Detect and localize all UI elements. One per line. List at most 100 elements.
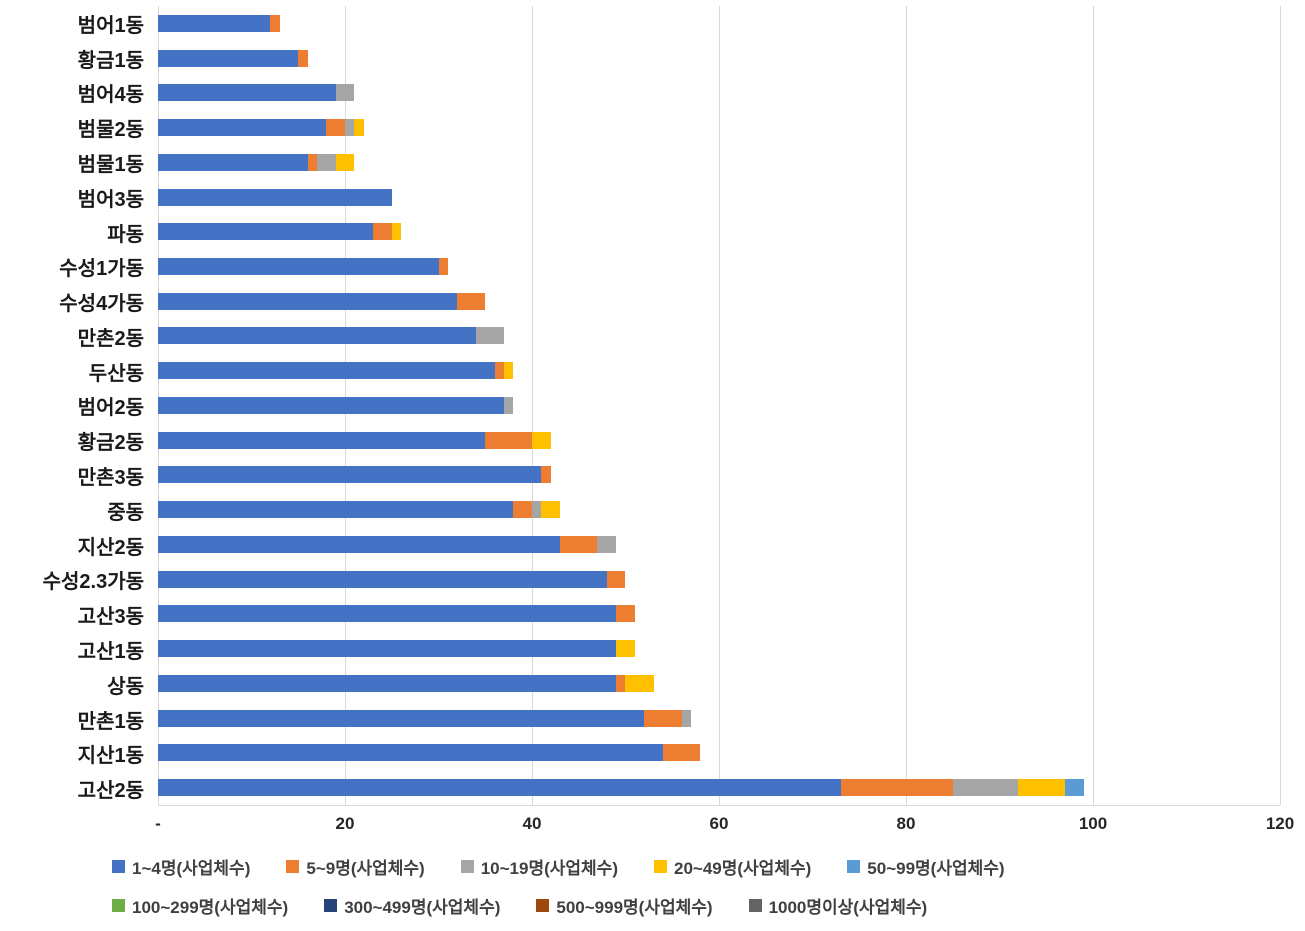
bar-segment[interactable]	[438, 258, 448, 275]
bar-segment[interactable]	[616, 605, 635, 623]
bar-segment[interactable]	[354, 119, 364, 137]
bar-segment[interactable]	[158, 188, 392, 206]
bar-segment[interactable]	[625, 674, 654, 692]
bar-segment[interactable]	[335, 84, 355, 102]
bar-row	[158, 701, 1280, 736]
bar-segment[interactable]	[616, 640, 635, 658]
bar-segment[interactable]	[373, 223, 392, 241]
bar-segment[interactable]	[1018, 779, 1065, 797]
bar-row	[158, 596, 1280, 631]
bar-segment[interactable]	[1064, 779, 1084, 797]
legend-marker-icon	[748, 899, 762, 912]
bar-segment[interactable]	[158, 223, 374, 241]
bar-segment[interactable]	[158, 570, 607, 588]
bar-segment[interactable]	[335, 153, 355, 171]
bar-row	[158, 214, 1280, 249]
bar-segment[interactable]	[158, 466, 542, 484]
bar-segment[interactable]	[158, 709, 645, 727]
bar-segment[interactable]	[158, 674, 617, 692]
bar-segment[interactable]	[644, 709, 682, 727]
bar-segment[interactable]	[485, 431, 532, 449]
bar-segment[interactable]	[457, 292, 486, 310]
legend-marker-icon	[286, 860, 300, 873]
stacked-bar	[158, 153, 1280, 171]
bar-segment[interactable]	[158, 396, 504, 414]
bar-segment[interactable]	[158, 14, 271, 32]
bar-segment[interactable]	[158, 640, 617, 658]
bar-segment[interactable]	[158, 362, 495, 380]
legend-item[interactable]: 1000명이상(사업체수)	[748, 893, 927, 918]
category-label: 상동	[107, 675, 144, 698]
x-tick-label: 80	[896, 814, 916, 833]
bar-segment[interactable]	[158, 501, 514, 519]
bar-segment[interactable]	[531, 501, 542, 519]
bar-segment[interactable]	[606, 570, 626, 588]
bar-segment[interactable]	[532, 431, 551, 449]
bar-segment[interactable]	[503, 362, 514, 380]
bar-segment[interactable]	[158, 744, 663, 762]
stacked-bar	[158, 396, 1280, 414]
legend-item[interactable]: 10~19명(사업체수)	[460, 854, 618, 879]
legend-item[interactable]: 5~9명(사업체수)	[286, 854, 425, 879]
legend-marker-icon	[460, 860, 474, 873]
x-tick-label: 100	[1078, 814, 1108, 833]
legend-item[interactable]: 500~999명(사업체수)	[536, 893, 713, 918]
bar-segment[interactable]	[316, 153, 336, 171]
stacked-bar	[158, 501, 1280, 519]
stacked-bar	[158, 779, 1280, 797]
bar-segment[interactable]	[541, 466, 551, 484]
bar-segment[interactable]	[158, 605, 617, 623]
bar-row	[158, 527, 1280, 562]
bar-segment[interactable]	[391, 223, 402, 241]
category-label: 황금2동	[77, 432, 144, 455]
bar-row	[158, 41, 1280, 76]
bar-segment[interactable]	[307, 153, 317, 171]
bar-segment[interactable]	[326, 119, 345, 137]
legend-item[interactable]: 1~4명(사업체수)	[112, 854, 250, 879]
stacked-bar	[158, 674, 1280, 692]
category-label: 범물2동	[77, 119, 144, 142]
bar-segment[interactable]	[475, 327, 504, 345]
bar-segment[interactable]	[158, 49, 299, 67]
bar-segment[interactable]	[270, 14, 280, 32]
bar-segment[interactable]	[541, 501, 561, 519]
bar-segment[interactable]	[616, 674, 626, 692]
bar-segment[interactable]	[158, 119, 327, 137]
bar-segment[interactable]	[952, 779, 1019, 797]
bar-row	[158, 423, 1280, 458]
bar-segment[interactable]	[681, 709, 691, 727]
bar-segment[interactable]	[158, 258, 439, 275]
bar-segment[interactable]	[298, 49, 308, 67]
bar-segment[interactable]	[158, 431, 486, 449]
bar-segment[interactable]	[158, 535, 561, 553]
legend-marker-icon	[536, 899, 550, 912]
legend-label: 300~499명(사업체수)	[344, 898, 501, 917]
bar-segment[interactable]	[503, 396, 514, 414]
bar-row	[158, 319, 1280, 354]
category-label: 범어2동	[77, 397, 144, 420]
bar-segment[interactable]	[662, 744, 701, 762]
stacked-bar	[158, 327, 1280, 345]
bar-row	[158, 388, 1280, 423]
stacked-bar	[158, 709, 1280, 727]
legend-item[interactable]: 300~499명(사업체수)	[324, 893, 500, 918]
stacked-bar	[158, 535, 1280, 553]
bar-segment[interactable]	[158, 84, 336, 102]
legend-item[interactable]: 20~49명(사업체수)	[654, 854, 811, 879]
category-label: 수성1가동	[59, 258, 144, 281]
legend-item[interactable]: 50~99명(사업체수)	[847, 854, 1005, 879]
bar-segment[interactable]	[840, 779, 953, 797]
bar-segment[interactable]	[597, 535, 617, 553]
legend-label: 50~99명(사업체수)	[867, 859, 1005, 878]
bar-segment[interactable]	[158, 292, 458, 310]
bar-row	[158, 631, 1280, 666]
bar-segment[interactable]	[560, 535, 598, 553]
bar-segment[interactable]	[344, 119, 355, 137]
bar-rows	[158, 6, 1280, 805]
bar-segment[interactable]	[513, 501, 532, 519]
bar-segment[interactable]	[158, 327, 476, 345]
legend-item[interactable]: 100~299명(사업체수)	[112, 893, 288, 918]
bar-segment[interactable]	[158, 779, 841, 797]
bar-segment[interactable]	[158, 153, 308, 171]
bar-segment[interactable]	[494, 362, 504, 380]
